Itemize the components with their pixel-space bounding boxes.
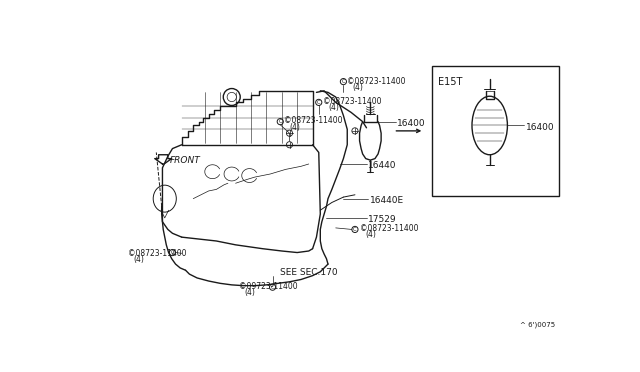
Text: ©09723-11400: ©09723-11400 [239, 282, 298, 291]
Text: SEE SEC.170: SEE SEC.170 [280, 268, 337, 277]
Text: 16440E: 16440E [369, 196, 404, 205]
Text: (4): (4) [245, 288, 256, 297]
Text: C: C [353, 227, 356, 232]
Text: C: C [317, 100, 321, 105]
Text: 17529: 17529 [368, 215, 397, 224]
Text: (4): (4) [328, 103, 339, 112]
Text: C: C [171, 250, 174, 255]
Text: (4): (4) [353, 83, 364, 92]
Text: FRONT: FRONT [170, 156, 201, 165]
Text: 16400: 16400 [526, 123, 554, 132]
Text: ©08723-11400: ©08723-11400 [360, 224, 419, 233]
Text: C: C [278, 119, 282, 124]
Text: ©08723-11400: ©08723-11400 [323, 97, 381, 106]
Text: ©08723-11400: ©08723-11400 [284, 116, 342, 125]
Text: ©08723-11400: ©08723-11400 [128, 249, 186, 258]
Text: (4): (4) [133, 255, 144, 264]
Text: C: C [342, 79, 345, 84]
Bar [432, 66, 559, 196]
Text: ©08723-11400: ©08723-11400 [348, 77, 406, 86]
Text: ^ 6')0075: ^ 6')0075 [520, 322, 555, 328]
Text: (4): (4) [365, 230, 376, 239]
Text: 16400: 16400 [397, 119, 426, 128]
Text: (4): (4) [289, 123, 300, 132]
Text: E15T: E15T [438, 77, 463, 87]
Text: 16440: 16440 [368, 161, 397, 170]
Text: C: C [271, 285, 275, 290]
